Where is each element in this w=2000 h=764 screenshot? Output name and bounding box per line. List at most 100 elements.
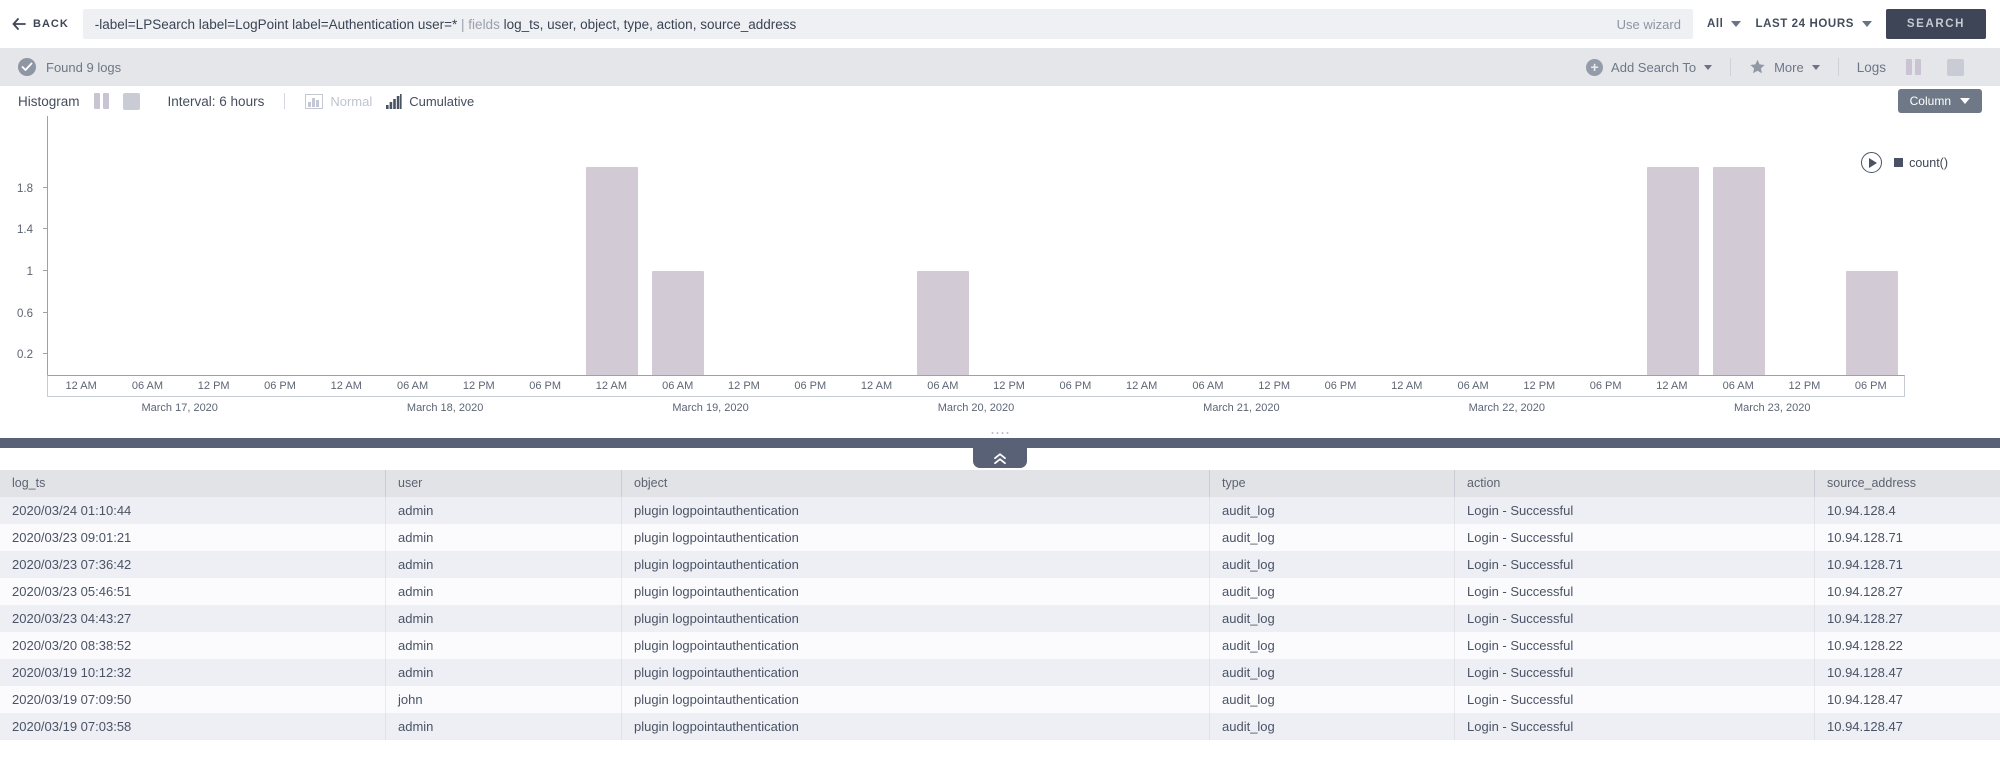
add-search-to-dropdown[interactable]: + Add Search To [1568,58,1730,76]
table-row[interactable]: 2020/03/19 07:03:58 admin plugin logpointa… [0,713,2000,740]
column-header-object[interactable]: object [622,470,1210,497]
histogram-toolbar: Histogram Interval: 6 hours Normal Cumul… [0,86,2000,116]
search-query-input[interactable]: -label=LPSearch label=LogPoint label=Aut… [82,9,1693,39]
table-row[interactable]: 2020/03/23 09:01:21 admin plugin logpointa… [0,524,2000,551]
chart-type-value: Column [1909,94,1951,108]
column-header-user[interactable]: user [386,470,622,497]
table-row[interactable]: 2020/03/19 07:09:50 john plugin logpointau… [0,686,2000,713]
chart-legend: count() [1861,152,1948,173]
column-header-source_address[interactable]: source_address [1827,476,1916,490]
x-tick-label: 12 PM [993,380,1025,392]
table-header-row: log_ts user object type action source_address [0,470,2000,497]
plus-circle-icon: + [1586,58,1604,76]
cell-type: audit_log [1210,659,1455,686]
block-chart-toggle-icon[interactable] [122,92,140,110]
add-search-to-label: Add Search To [1611,59,1697,75]
cell-log_ts: 2020/03/23 09:01:21 [0,524,386,551]
x-tick-label: 06 PM [1324,380,1357,392]
x-tick-label: 12 PM [1788,380,1821,392]
chart-type-dropdown[interactable]: Column [1897,89,1982,113]
table-row[interactable]: 2020/03/20 08:38:52 admin plugin logpointa… [0,632,2000,659]
histogram-collapse-divider [0,432,2000,468]
x-tick-label: 06 AM [1722,380,1754,392]
cell-source_address: 10.94.128.4 [1827,503,1896,518]
histogram-bar[interactable] [1646,166,1699,375]
logs-table: log_ts user object type action source_address… [0,470,2000,740]
y-tick-mark [43,228,48,230]
collapse-histogram-button[interactable] [973,448,1027,468]
time-range-value: LAST 24 HOURS [1755,18,1854,30]
x-date-label: March 17, 2020 [141,402,218,414]
x-tick-label: 06 PM [529,380,561,392]
x-date-label: March 20, 2020 [937,402,1015,414]
cell-action: Login - Successful [1455,497,1815,524]
x-tick-label: 06 AM [927,380,959,392]
y-tick-label: 0.6 [17,307,33,320]
x-tick-label: 12 AM [1391,380,1423,392]
column-header-type[interactable]: type [1210,470,1455,497]
x-date-label: March 18, 2020 [406,402,484,414]
histogram-bar[interactable] [585,166,638,375]
plot-area [43,116,1905,375]
back-label: BACK [33,18,69,30]
cell-type: audit_log [1210,713,1455,740]
x-tick-label: 06 PM [264,380,296,392]
x-date-label: March 22, 2020 [1468,402,1546,414]
cell-action: Login - Successful [1455,551,1815,578]
chevron-down-icon [1811,64,1820,70]
cell-user: admin [386,497,622,524]
use-wizard-link[interactable]: Use wizard [1616,16,1681,32]
chevron-down-icon [1862,21,1872,27]
cell-source_address: 10.94.128.71 [1827,530,1903,545]
histogram-bar[interactable] [652,270,705,375]
repo-scope-value: All [1706,18,1724,30]
cell-source_address: 10.94.128.47 [1827,692,1903,707]
column-view-icon[interactable] [1906,59,1921,75]
legend-item: count() [1894,156,1948,170]
column-header-log_ts[interactable]: log_ts [0,470,386,497]
normal-mode-toggle[interactable]: Normal [305,93,372,109]
chevron-down-icon [1960,98,1970,104]
table-row[interactable]: 2020/03/23 05:46:51 admin plugin logpointa… [0,578,2000,605]
table-row[interactable]: 2020/03/23 04:43:27 admin plugin logpointa… [0,605,2000,632]
x-tick-label: 12 PM [1258,380,1291,392]
search-button[interactable]: SEARCH [1886,9,1986,39]
table-row[interactable]: 2020/03/23 07:36:42 admin plugin logpointa… [0,551,2000,578]
cell-source_address: 10.94.128.47 [1827,719,1903,734]
cell-log_ts: 2020/03/19 10:12:32 [0,659,386,686]
x-date-label: March 23, 2020 [1734,402,1811,414]
table-row[interactable]: 2020/03/19 10:12:32 admin plugin logpointa… [0,659,2000,686]
interval-label: Interval: 6 hours [167,93,265,109]
histogram-bar[interactable] [917,270,970,375]
cell-log_ts: 2020/03/23 05:46:51 [0,578,386,605]
column-header-action[interactable]: action [1455,470,1815,497]
bars-chart-toggle-icon[interactable] [93,93,109,109]
cell-action: Login - Successful [1455,632,1815,659]
cell-user: admin [386,713,622,740]
x-date-label: March 19, 2020 [672,402,749,414]
cell-user: admin [386,632,622,659]
repo-scope-dropdown[interactable]: All [1707,18,1742,30]
back-button[interactable]: BACK [12,18,69,30]
cell-user: admin [386,524,622,551]
y-tick-mark [43,311,48,313]
histogram-bar[interactable] [1713,166,1766,375]
cumulative-mode-toggle[interactable]: Cumulative [386,93,474,109]
block-view-icon[interactable] [1947,58,1964,76]
cell-user: john [386,686,622,713]
play-icon[interactable] [1861,152,1883,173]
cell-log_ts: 2020/03/24 01:10:44 [0,497,386,524]
check-circle-icon [18,58,36,76]
histogram-bar[interactable] [1845,270,1898,375]
x-tick-label: 06 AM [131,380,164,392]
cell-type: audit_log [1210,686,1455,713]
histogram-chart: 0.2 0.6 1 1.4 1.8 12 AM 06 AM 12 PM 06 PM 12 AM 0… [0,116,2000,422]
table-row[interactable]: 2020/03/24 01:10:44 admin plugin logpointa… [0,497,2000,524]
arrow-left-icon [12,18,26,30]
time-range-dropdown[interactable]: LAST 24 HOURS [1755,18,1872,30]
cell-log_ts: 2020/03/20 08:38:52 [0,632,386,659]
cell-type: audit_log [1210,578,1455,605]
more-dropdown[interactable]: More [1731,59,1838,75]
y-tick-mark [43,186,48,188]
